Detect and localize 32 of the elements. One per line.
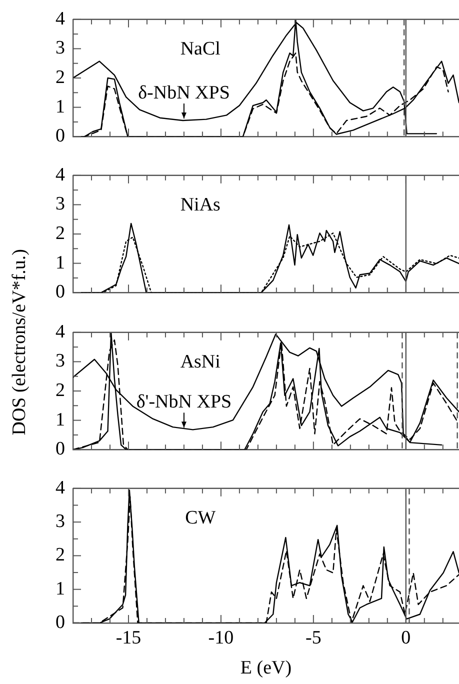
y-tick-label: 1 — [56, 252, 65, 274]
y-tick-label: 4 — [56, 8, 66, 30]
annotation: AsNi — [180, 351, 220, 372]
y-tick-label: 4 — [56, 321, 66, 342]
x-tick-label: -10 — [208, 627, 234, 648]
y-tick-label: 4 — [56, 477, 66, 498]
y-tick-label: 0 — [56, 612, 65, 633]
y-tick-label: 2 — [56, 222, 65, 244]
annotation: NaCl — [180, 38, 220, 60]
x-tick-label: -5 — [306, 627, 322, 648]
y-tick-label: 3 — [56, 38, 65, 59]
y-tick-label: 1 — [56, 578, 65, 600]
y-tick-label: 1 — [56, 409, 65, 430]
y-tick-label: 0 — [56, 438, 65, 460]
y-axis-title: DOS (electrons/eV*f.u.) — [9, 248, 31, 436]
annotation: NiAs — [180, 194, 220, 216]
y-tick-label: 2 — [56, 66, 65, 88]
y-tick-label: 2 — [56, 544, 65, 566]
x-tick-label: -15 — [116, 627, 142, 648]
y-tick-label: 0 — [56, 126, 65, 147]
y-tick-label: 3 — [56, 194, 65, 215]
x-tick-label: 0 — [401, 627, 411, 648]
y-tick-label: 4 — [56, 164, 66, 186]
y-tick-label: 1 — [56, 96, 65, 118]
y-tick-label: 0 — [56, 282, 65, 303]
y-tick-label: 3 — [56, 350, 65, 372]
annotation: CW — [185, 507, 216, 528]
x-axis-title: E (eV) — [240, 658, 292, 679]
y-tick-label: 2 — [56, 380, 65, 401]
y-tick-label: 3 — [56, 511, 65, 532]
annotation: δ-NbN XPS — [138, 82, 230, 104]
annotation: δ'-NbN XPS — [136, 392, 232, 413]
